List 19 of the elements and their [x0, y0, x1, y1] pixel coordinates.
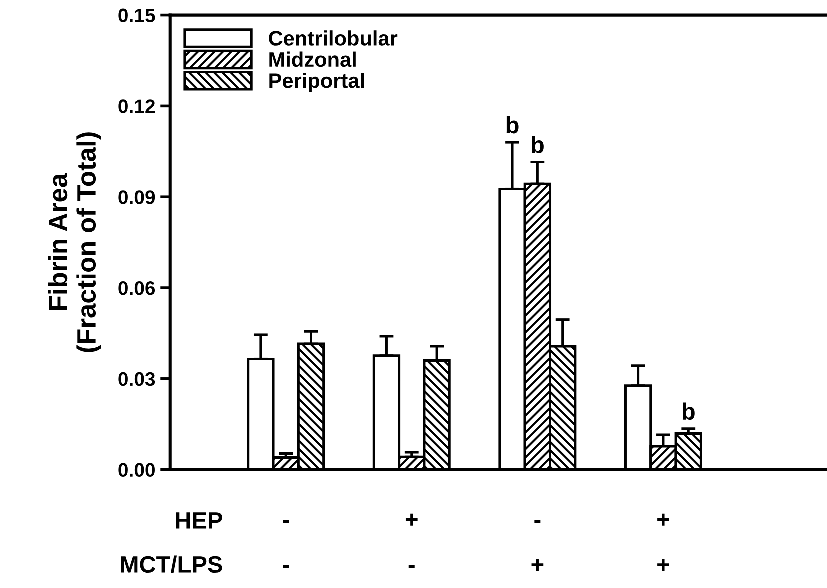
- category-label: - -: [283, 520, 290, 568]
- y-axis-title: Fibrin Area (Fraction of Total): [48, 132, 102, 352]
- y-tick-label: 0.15: [118, 8, 156, 23]
- y-tick-label: 0.12: [118, 100, 156, 114]
- data-label: b: [682, 402, 695, 420]
- category-label: - +: [532, 520, 544, 571]
- legend-label: Periportal: [270, 73, 364, 92]
- text: MCT/LPS: [121, 556, 222, 574]
- legend-label: Midzonal: [270, 52, 356, 68]
- y-tick-label: 0.03: [118, 372, 156, 386]
- text: HEP: [176, 512, 222, 529]
- y-tick-label: 0.00: [118, 463, 155, 478]
- data-label: b: [506, 116, 519, 134]
- legend-label: Centrilobular: [269, 30, 398, 46]
- category-label: + +: [658, 514, 670, 571]
- y-tick-label: 0.09: [118, 190, 156, 204]
- y-tick-label: 0.06: [118, 281, 156, 296]
- category-label: + -: [406, 514, 418, 568]
- data-label: b: [532, 136, 544, 154]
